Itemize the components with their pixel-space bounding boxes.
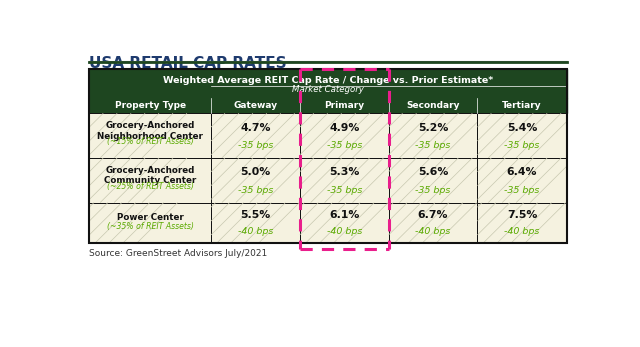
Text: Grocery-Anchored
Community Center: Grocery-Anchored Community Center (104, 166, 196, 185)
Text: 4.9%: 4.9% (329, 122, 360, 133)
Bar (388, 158, 477, 203)
Bar (90, 158, 211, 203)
Text: 7.5%: 7.5% (507, 210, 537, 220)
Text: -35 bps: -35 bps (326, 186, 362, 195)
Text: Secondary: Secondary (406, 101, 460, 110)
Text: -35 bps: -35 bps (504, 141, 540, 150)
Text: (~35% of REIT Assets): (~35% of REIT Assets) (107, 222, 194, 231)
Text: -35 bps: -35 bps (504, 186, 540, 195)
Bar (477, 203, 566, 243)
Text: Source: GreenStreet Advisors July/2021: Source: GreenStreet Advisors July/2021 (90, 249, 268, 258)
Bar (388, 203, 477, 243)
Text: -35 bps: -35 bps (237, 186, 273, 195)
Text: -40 bps: -40 bps (415, 227, 451, 236)
Text: (~25% of REIT Assets): (~25% of REIT Assets) (107, 182, 194, 191)
Text: -35 bps: -35 bps (326, 141, 362, 150)
Text: -35 bps: -35 bps (237, 141, 273, 150)
Text: -35 bps: -35 bps (415, 141, 451, 150)
Text: -40 bps: -40 bps (504, 227, 540, 236)
Bar (90, 69, 566, 243)
Bar (90, 113, 211, 158)
Bar (90, 203, 211, 243)
Text: 5.3%: 5.3% (329, 167, 360, 177)
Bar (300, 158, 388, 203)
Text: Grocery-Anchored
Neighborhood Center: Grocery-Anchored Neighborhood Center (97, 121, 203, 141)
Bar (90, 69, 566, 98)
Text: 6.1%: 6.1% (329, 210, 360, 220)
Bar (300, 113, 388, 158)
Bar (388, 113, 477, 158)
Text: Weighted Average REIT Cap Rate / Change vs. Prior Estimate*: Weighted Average REIT Cap Rate / Change … (163, 76, 493, 85)
Text: Property Type: Property Type (115, 101, 186, 110)
Text: Power Center: Power Center (116, 213, 184, 222)
Bar (300, 203, 388, 243)
Text: Tertiary: Tertiary (502, 101, 542, 110)
Text: 5.4%: 5.4% (507, 122, 537, 133)
Text: -40 bps: -40 bps (326, 227, 362, 236)
Bar (90, 98, 566, 113)
Text: (~15% of REIT Assets): (~15% of REIT Assets) (107, 137, 194, 146)
Text: 5.6%: 5.6% (418, 167, 448, 177)
Bar (211, 113, 300, 158)
Bar (211, 158, 300, 203)
Text: -40 bps: -40 bps (237, 227, 273, 236)
Text: 5.5%: 5.5% (240, 210, 271, 220)
Bar (211, 203, 300, 243)
Bar (477, 113, 566, 158)
Text: 6.7%: 6.7% (418, 210, 448, 220)
Text: Market Category: Market Category (292, 85, 364, 94)
Text: Gateway: Gateway (234, 101, 278, 110)
Text: -35 bps: -35 bps (415, 186, 451, 195)
Text: 6.4%: 6.4% (507, 167, 538, 177)
Text: Primary: Primary (324, 101, 364, 110)
Text: 4.7%: 4.7% (240, 122, 271, 133)
Text: 5.0%: 5.0% (240, 167, 271, 177)
Bar (477, 158, 566, 203)
Text: 5.2%: 5.2% (418, 122, 448, 133)
Text: USA RETAIL CAP RATES: USA RETAIL CAP RATES (90, 56, 287, 70)
